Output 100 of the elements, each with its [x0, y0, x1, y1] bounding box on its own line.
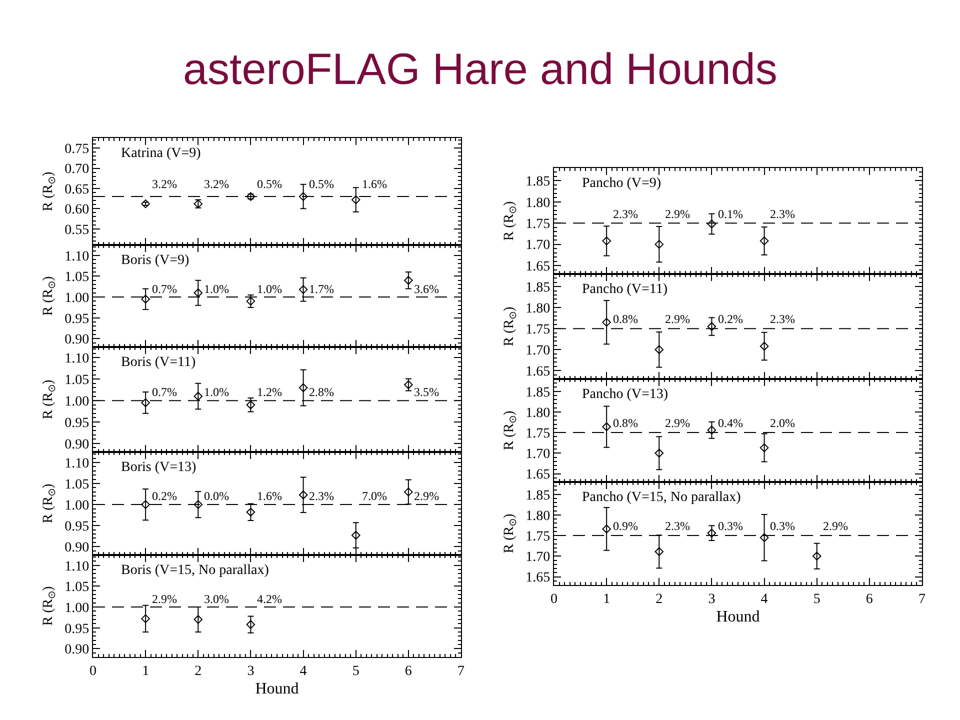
annotation: 2.9% — [665, 416, 690, 430]
y-tick-label: 1.05 — [64, 270, 90, 286]
point — [404, 488, 413, 496]
annotation: 1.0% — [204, 282, 229, 296]
annotation: 0.1% — [718, 207, 743, 221]
y-tick-label: 1.10 — [64, 352, 90, 367]
point — [602, 236, 611, 246]
x-tick-label: 4 — [300, 664, 307, 679]
y-tick-label: 0.70 — [64, 162, 90, 178]
annotation: 0.3% — [718, 519, 743, 533]
annotation: 0.0% — [204, 489, 229, 503]
x-tick-label: 3 — [708, 592, 716, 607]
point — [812, 552, 822, 561]
y-tick-label: 1.80 — [526, 302, 550, 316]
annotation: 0.7% — [152, 282, 177, 296]
y-tick-label: 1.85 — [526, 174, 550, 190]
point — [194, 392, 203, 401]
y-tick-label: 1.80 — [526, 196, 550, 211]
y-tick-label: 0.90 — [64, 437, 90, 452]
y-tick-label: 1.75 — [526, 529, 550, 544]
y-tick-label: 1.75 — [526, 322, 550, 338]
point — [141, 500, 150, 509]
x-axis-title: Hound — [255, 680, 299, 698]
chart-title: asteroFLAG Hare and Hounds — [183, 45, 778, 94]
annotation: 2.0% — [770, 416, 795, 430]
point — [246, 296, 256, 306]
point — [760, 236, 769, 246]
point — [141, 398, 150, 408]
annotation: 0.3% — [770, 519, 795, 533]
annotation: 0.8% — [613, 312, 638, 326]
y-tick-label: 1.85 — [526, 488, 550, 504]
y-tick-label: 0.95 — [64, 519, 90, 534]
point — [298, 383, 308, 392]
annotation: 2.3% — [770, 207, 795, 221]
annotation: 3.6% — [414, 282, 439, 296]
y-tick-label: 1.10 — [64, 456, 90, 472]
x-tick-label: 0 — [550, 592, 558, 607]
point — [602, 422, 611, 432]
y-tick-label: 0.65 — [64, 182, 90, 198]
y-tick-label: 1.00 — [64, 600, 90, 616]
annotation: 2.3% — [309, 489, 334, 503]
annotation: 2.9% — [152, 592, 177, 606]
annotation: 2.9% — [823, 519, 848, 533]
y-tick-label: 1.65 — [526, 259, 550, 274]
y-tick-label: 1.05 — [64, 477, 90, 492]
text: Boris (V=15, No parallax) — [121, 563, 270, 578]
point — [760, 342, 769, 351]
y-tick-label: 1.10 — [64, 249, 90, 264]
annotation: 3.2% — [152, 177, 177, 191]
x-tick-label: 3 — [247, 664, 254, 679]
annotation: 0.2% — [718, 312, 743, 326]
text: Boris (V=9) — [121, 253, 190, 268]
y-tick-label: 1.75 — [526, 217, 550, 232]
point — [351, 530, 360, 540]
point — [246, 508, 256, 517]
text: Pancho (V=13) — [582, 387, 668, 402]
y-tick-label: 1.65 — [526, 468, 550, 483]
y-tick-label: 0.95 — [64, 312, 90, 327]
point — [194, 288, 203, 298]
point — [602, 524, 611, 534]
point — [351, 195, 360, 204]
y-tick-label: 1.65 — [526, 364, 550, 380]
y-tick-label: 1.80 — [526, 508, 550, 524]
annotation: 2.3% — [665, 519, 690, 533]
annotation: 1.7% — [309, 282, 334, 296]
point — [194, 500, 203, 509]
annotation: 2.3% — [613, 207, 638, 221]
text: Boris (V=11) — [121, 355, 196, 370]
point — [298, 285, 308, 294]
point — [707, 426, 716, 434]
y-tick-label: 1.00 — [64, 498, 90, 514]
annotation: 2.9% — [414, 489, 439, 503]
annotation: 3.0% — [204, 592, 229, 606]
point — [707, 322, 716, 331]
point — [707, 528, 716, 538]
point — [246, 400, 256, 410]
annotation: 3.2% — [204, 177, 229, 191]
y-tick-label: 0.90 — [64, 642, 90, 658]
y-tick-label: 1.00 — [64, 290, 90, 306]
text: Katrina (V=9) — [121, 146, 202, 161]
point — [654, 345, 664, 354]
y-tick-label: 0.60 — [64, 202, 90, 218]
y-tick-label: 0.55 — [64, 222, 90, 238]
x-tick-label: 2 — [656, 592, 663, 607]
text: Pancho (V=11) — [582, 282, 668, 297]
y-tick-label: 1.05 — [64, 580, 90, 596]
text: Boris (V=13) — [121, 460, 197, 475]
x-tick-label: 5 — [352, 664, 360, 679]
point — [602, 318, 611, 327]
x-tick-label: 1 — [603, 592, 610, 607]
point — [707, 220, 716, 228]
annotation: 1.2% — [257, 385, 282, 399]
y-tick-label: 0.95 — [64, 622, 90, 637]
y-tick-label: 1.85 — [526, 280, 550, 296]
x-tick-label: 7 — [918, 592, 926, 607]
point — [654, 448, 664, 458]
y-tick-label: 1.70 — [526, 238, 550, 254]
y-tick-label: 1.05 — [64, 373, 90, 388]
x-axis-title: Hound — [716, 608, 760, 626]
x-tick-label: 4 — [760, 592, 768, 607]
